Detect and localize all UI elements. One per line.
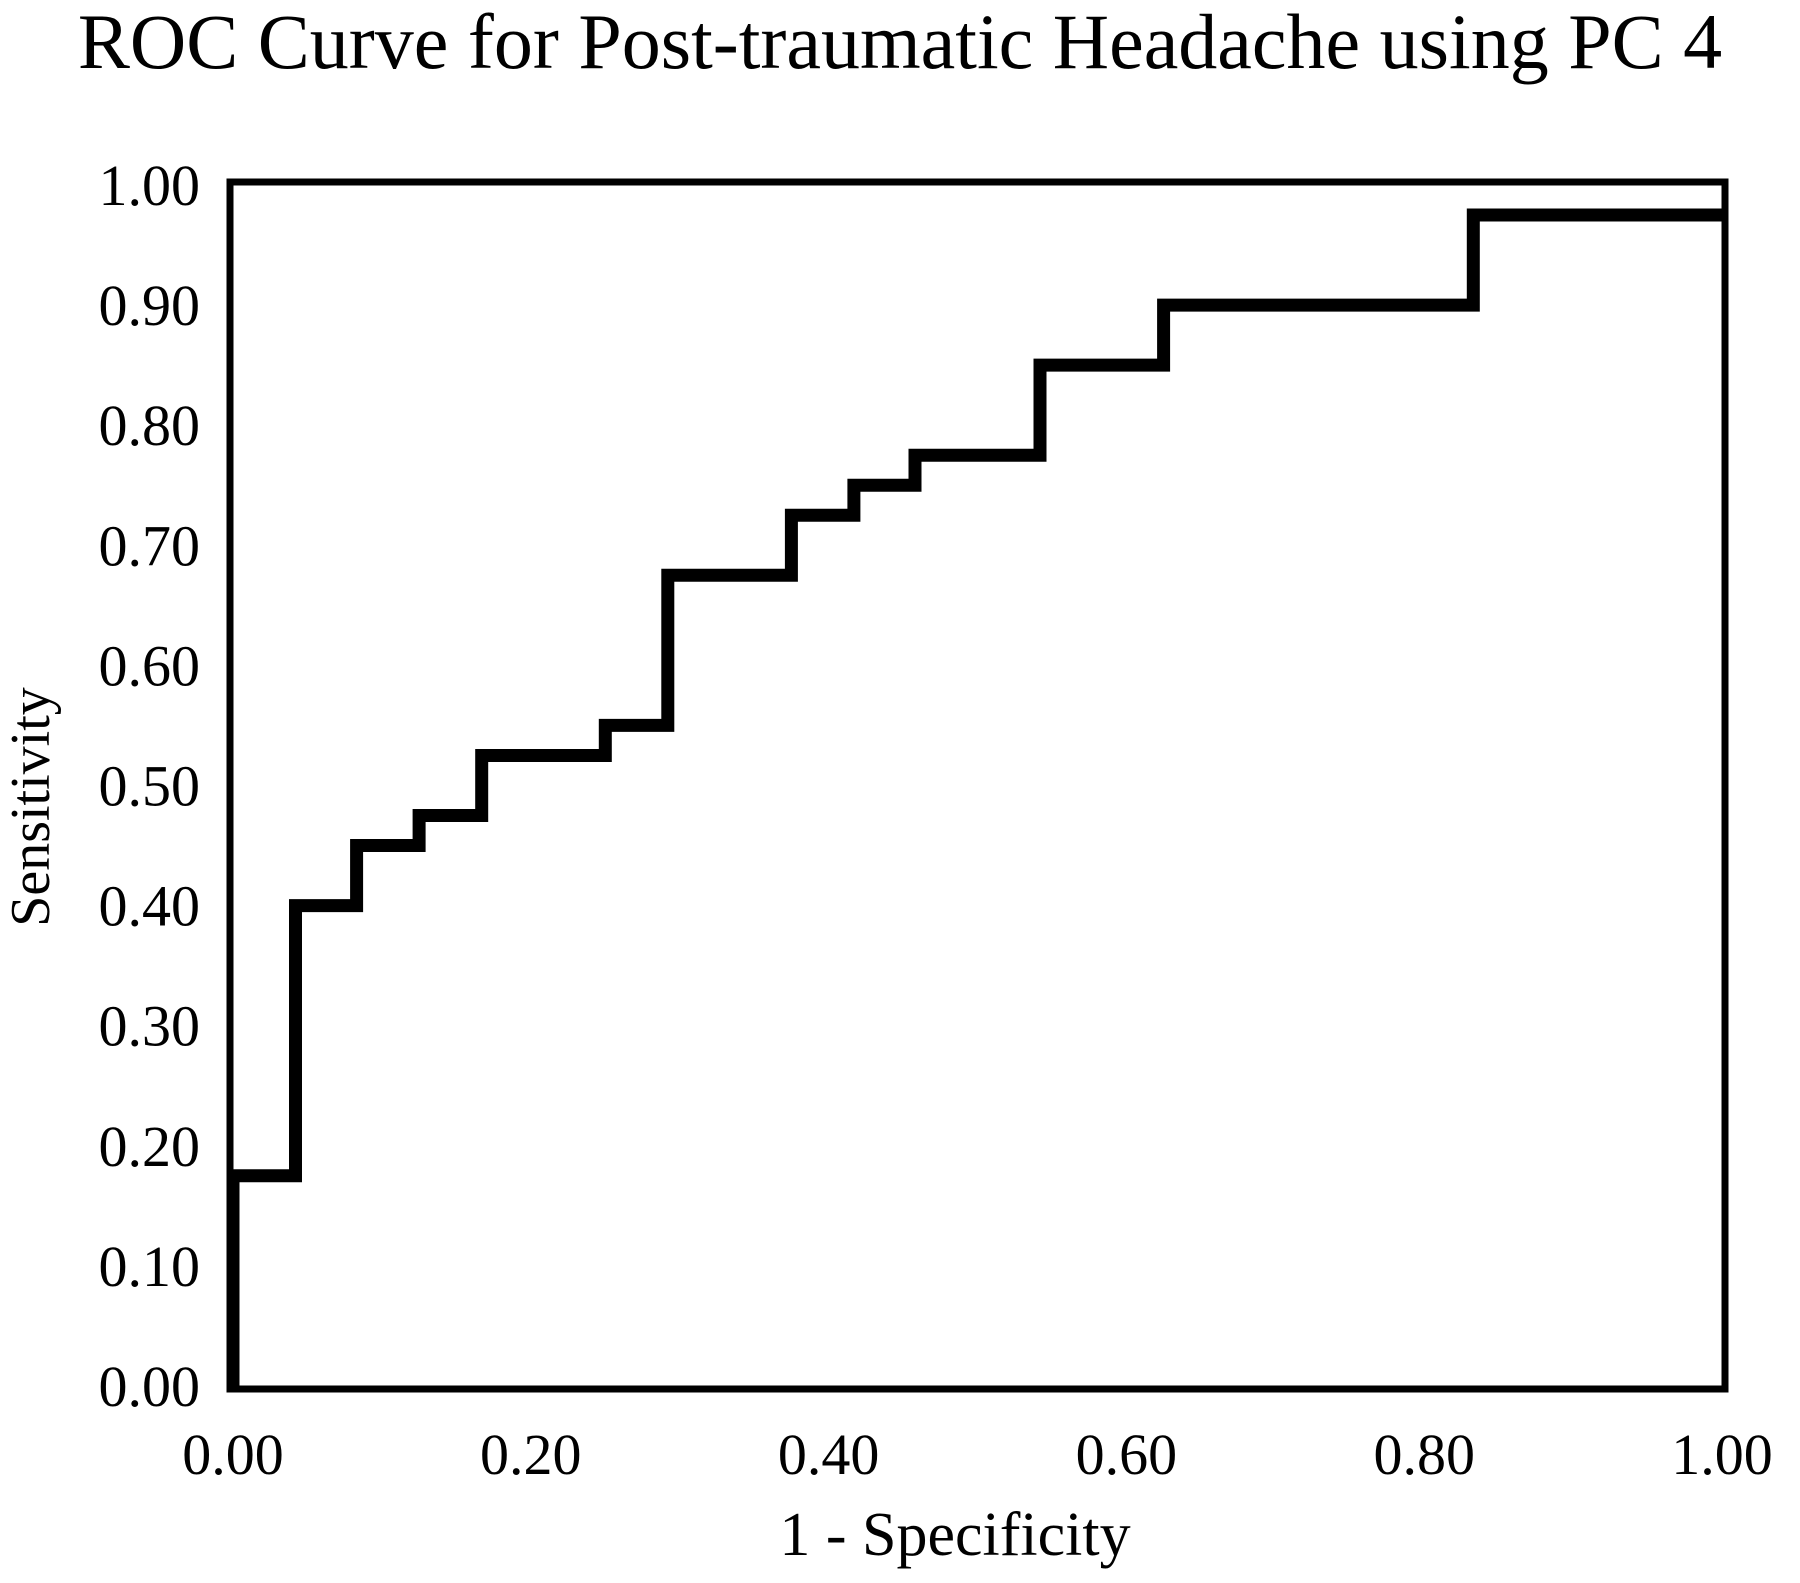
x-axis-label: 1 - Specificity [779,1501,1131,1569]
y-tick-label: 0.60 [99,633,201,698]
y-tick-label: 1.00 [99,153,201,218]
x-tick-label: 0.00 [182,1422,284,1487]
y-tick-label: 0.50 [99,754,201,819]
y-tick-label: 0.10 [99,1234,201,1299]
y-tick-label: 0.90 [99,273,201,338]
y-tick-label: 0.40 [99,874,201,939]
chart-title: ROC Curve for Post-traumatic Headache us… [77,0,1723,85]
x-tick-label: 0.40 [778,1422,880,1487]
x-tick-label: 0.80 [1373,1422,1475,1487]
plot-frame [226,178,1729,1393]
x-tick-labels: 0.00 0.20 0.40 0.60 0.80 1.00 [182,1422,1773,1487]
x-tick-label: 0.60 [1076,1422,1178,1487]
y-tick-label: 0.00 [99,1354,201,1419]
y-tick-label: 0.30 [99,994,201,1059]
series-layer [226,208,1722,1386]
roc-series-line [226,208,1722,1386]
y-axis-label: Sensitivity [0,687,62,927]
y-tick-label: 0.20 [99,1114,201,1179]
x-tick-label: 0.20 [480,1422,582,1487]
y-tick-labels: 0.00 0.10 0.20 0.30 0.40 0.50 0.60 0.70 0.80 0.90… [99,153,201,1419]
y-tick-label: 0.70 [99,513,201,578]
y-tick-label: 0.80 [99,393,201,458]
x-tick-label: 1.00 [1671,1422,1773,1487]
